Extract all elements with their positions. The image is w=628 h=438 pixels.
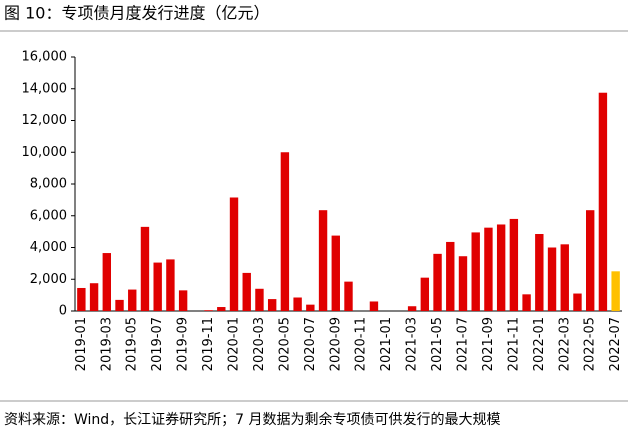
bar <box>267 299 277 311</box>
x-tick-label: 2021-05 <box>430 317 445 371</box>
y-tick-label: 14,000 <box>22 81 68 96</box>
bar <box>547 247 557 311</box>
y-tick-label: 16,000 <box>22 50 68 65</box>
x-tick-label: 2020-07 <box>303 317 318 371</box>
bar <box>306 304 315 311</box>
bar <box>331 235 340 311</box>
bar <box>153 262 162 311</box>
x-tick-label: 2021-11 <box>506 317 521 371</box>
bar <box>318 210 328 311</box>
bar <box>77 287 86 311</box>
bar <box>471 232 480 311</box>
bar <box>496 224 506 311</box>
bar <box>420 277 430 311</box>
bar <box>280 152 290 311</box>
bar <box>229 197 239 311</box>
bar <box>446 241 455 311</box>
x-tick-label: 2021-07 <box>455 317 470 371</box>
bar <box>585 210 595 311</box>
x-tick-label: 2022-01 <box>532 317 547 371</box>
bar <box>407 306 417 311</box>
y-tick-label: 10,000 <box>22 145 68 160</box>
x-tick-label: 2020-01 <box>227 317 242 371</box>
x-tick-label: 2021-09 <box>481 317 496 371</box>
x-tick-label: 2020-05 <box>277 317 292 371</box>
bar <box>522 294 531 311</box>
x-tick-label: 2019-01 <box>74 317 89 371</box>
y-tick-label: 6,000 <box>30 208 67 223</box>
source-note: 资料来源：Wind，长江证券研究所；7 月数据为剩余专项债可供发行的最大规模 <box>4 411 501 428</box>
bar <box>102 253 112 311</box>
bar <box>598 92 608 311</box>
bar <box>140 226 150 311</box>
x-tick-label: 2019-05 <box>125 317 140 371</box>
y-tick-label: 0 <box>59 304 67 319</box>
x-tick-label: 2021-03 <box>405 317 420 371</box>
bar <box>217 307 226 311</box>
x-tick-label: 2022-05 <box>583 317 598 371</box>
x-tick-label: 2019-03 <box>99 317 114 371</box>
bar <box>509 218 519 311</box>
x-tick-label: 2019-09 <box>176 317 191 371</box>
bar <box>458 256 468 311</box>
bar <box>369 301 379 311</box>
chart-title: 图 10：专项债月度发行进度（亿元） <box>4 4 269 23</box>
x-tick-label: 2022-03 <box>557 317 572 371</box>
x-tick-label: 2020-11 <box>354 317 369 371</box>
bar <box>611 271 620 311</box>
y-tick-label: 8,000 <box>30 177 67 192</box>
x-tick-label: 2020-09 <box>328 317 343 371</box>
bar <box>433 253 442 311</box>
bar <box>293 297 302 311</box>
x-tick-label: 2022-07 <box>608 317 623 371</box>
bar <box>255 288 264 311</box>
x-tick-label: 2021-01 <box>379 317 394 371</box>
bar <box>535 234 544 311</box>
x-tick-label: 2020-03 <box>252 317 267 371</box>
bar <box>89 283 99 311</box>
y-tick-label: 2,000 <box>30 272 67 287</box>
bar <box>115 299 124 311</box>
bar <box>166 259 175 311</box>
y-tick-label: 4,000 <box>30 240 67 255</box>
bar <box>344 281 353 311</box>
bar <box>178 290 188 311</box>
bar <box>242 272 251 311</box>
bar <box>484 227 493 311</box>
bar <box>204 310 213 311</box>
y-tick-label: 12,000 <box>22 113 68 128</box>
x-tick-label: 2019-07 <box>150 317 165 371</box>
bar <box>128 289 137 311</box>
bar <box>573 293 582 311</box>
x-tick-label: 2019-11 <box>201 317 216 371</box>
bar <box>560 244 569 311</box>
